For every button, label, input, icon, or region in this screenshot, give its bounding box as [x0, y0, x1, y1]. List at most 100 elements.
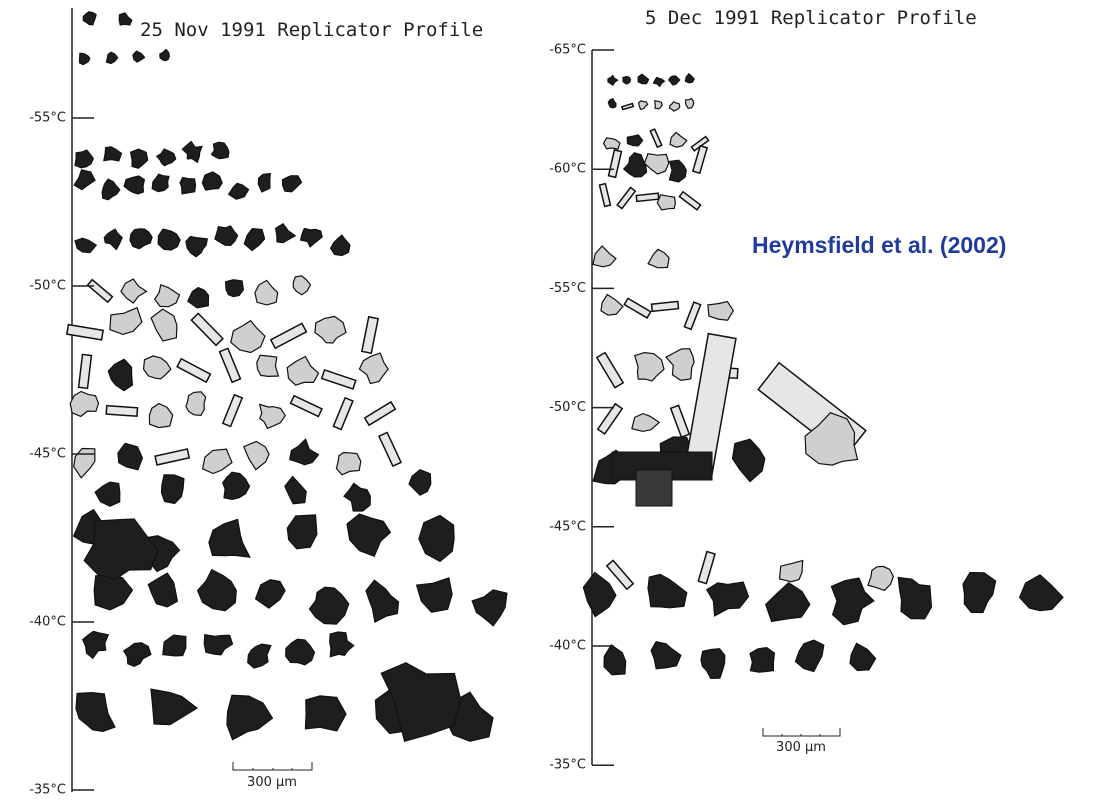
crystal: [281, 175, 303, 193]
right-scale-bar: [762, 728, 841, 737]
crystal: [118, 12, 133, 26]
crystal: [120, 278, 148, 304]
crystal: [148, 402, 174, 429]
crystal: [254, 279, 279, 306]
tick-label: -50°C: [549, 400, 586, 415]
crystal: [678, 190, 702, 211]
crystal: [962, 571, 997, 614]
crystal: [109, 306, 143, 336]
crystal: [285, 638, 316, 666]
crystal: [697, 550, 716, 585]
left-title: 25 Nov 1991 Replicator Profile: [140, 19, 483, 41]
crystal: [181, 140, 203, 164]
crystal: [637, 73, 650, 85]
crystal: [635, 192, 660, 203]
crystal: [214, 225, 239, 247]
tick-label: -45°C: [29, 447, 66, 462]
crystal: [598, 182, 612, 208]
crystal: [69, 390, 100, 418]
crystal: [208, 518, 251, 558]
crystal: [105, 51, 119, 65]
crystal: [616, 186, 637, 210]
crystal: [218, 347, 242, 384]
crystal: [650, 300, 680, 313]
crystal: [637, 100, 649, 111]
crystal: [705, 581, 750, 617]
crystal: [830, 577, 875, 626]
crystal: [343, 482, 371, 512]
crystal: [147, 572, 179, 608]
crystal: [117, 442, 144, 471]
crystal: [299, 227, 323, 248]
crystal: [684, 72, 695, 84]
crystal: [683, 301, 702, 331]
crystal: [647, 573, 688, 609]
crystal: [243, 440, 270, 471]
crystal: [691, 144, 709, 175]
crystal: [418, 514, 455, 563]
crystal: [243, 227, 266, 252]
crystal: [607, 74, 619, 86]
crystal: [408, 469, 432, 496]
crystal: [154, 448, 191, 466]
crystal: [320, 368, 357, 390]
crystal: [73, 169, 96, 191]
crystal: [269, 322, 308, 350]
crystal: [897, 576, 933, 620]
crystal: [94, 481, 121, 507]
crystal: [778, 559, 804, 583]
left-scale-bar: [232, 762, 313, 771]
crystal: [1018, 574, 1064, 612]
crystal: [335, 451, 362, 476]
crystal: [142, 355, 172, 380]
crystal: [185, 235, 209, 258]
crystal: [731, 438, 766, 483]
crystal: [107, 358, 134, 392]
crystal: [257, 172, 271, 193]
crystal: [669, 131, 688, 148]
crystal: [83, 518, 159, 580]
crystal: [289, 394, 323, 418]
crystal: [607, 97, 617, 109]
tick-label: -40°C: [29, 615, 66, 630]
citation: Heymsfield et al. (2002): [752, 232, 1006, 258]
crystal: [595, 351, 625, 389]
crystal: [74, 237, 98, 254]
crystal: [159, 48, 170, 62]
crystal: [224, 279, 245, 298]
crystal: [363, 400, 397, 427]
crystal: [222, 471, 251, 501]
crystal: [622, 75, 632, 85]
crystal: [365, 579, 400, 624]
crystal: [190, 312, 224, 347]
crystal: [765, 582, 811, 623]
crystal: [649, 128, 663, 149]
crystal: [157, 228, 181, 251]
crystal: [652, 76, 666, 88]
tick-label: -35°C: [549, 758, 586, 773]
crystal: [74, 149, 94, 169]
crystal: [607, 149, 623, 179]
crystal: [226, 694, 274, 741]
crystal: [804, 412, 859, 466]
crystal: [603, 644, 627, 676]
crystal: [329, 631, 355, 658]
crystal: [82, 11, 97, 26]
right-title: 5 Dec 1991 Replicator Profile: [645, 7, 977, 29]
crystal: [304, 695, 347, 732]
crystal: [471, 589, 508, 627]
crystal: [358, 352, 389, 385]
crystal: [794, 639, 825, 673]
crystal: [105, 404, 139, 418]
crystal: [123, 175, 146, 195]
crystal: [122, 642, 152, 667]
tick-label: -55°C: [549, 281, 586, 296]
crystal: [346, 513, 392, 557]
crystal: [230, 319, 266, 354]
crystal: [162, 634, 187, 657]
crystal: [201, 171, 223, 191]
crystal: [631, 412, 661, 433]
crystal: [185, 391, 207, 417]
tick-label: -45°C: [549, 519, 586, 534]
crystal-images: [65, 11, 1064, 743]
